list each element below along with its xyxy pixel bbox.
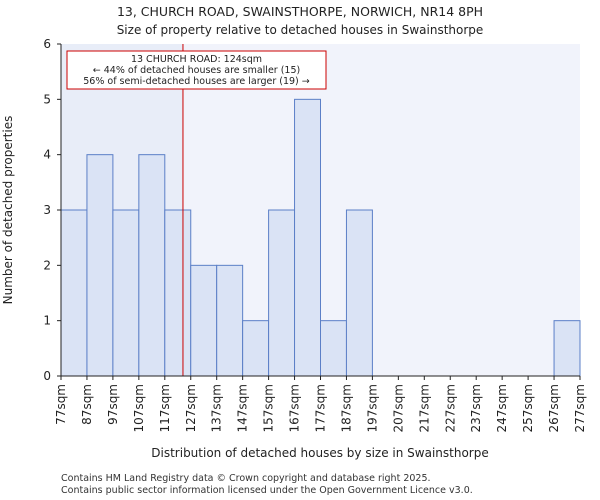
bar-97sqm	[112, 209, 140, 377]
x-tick-label: 187sqm	[339, 384, 353, 432]
x-tick-label: 177sqm	[314, 384, 328, 432]
y-tick-label: 1	[43, 314, 51, 328]
x-tick-label: 87sqm	[80, 384, 94, 425]
bar-157sqm	[268, 209, 296, 377]
footer-line-2: Contains public sector information licen…	[61, 485, 473, 496]
y-tick-label: 3	[43, 203, 51, 217]
bar-87sqm	[86, 154, 114, 377]
y-tick-label: 2	[43, 258, 51, 272]
y-axis-label: Number of detached properties	[1, 116, 15, 305]
x-tick-label: 237sqm	[469, 384, 483, 432]
y-tick-label: 5	[43, 92, 51, 106]
bars-group	[60, 98, 581, 377]
x-ticks-group: 77sqm 87sqm 97sqm 107sqm 117sqm 127sqm 137sqm 1…	[54, 376, 587, 432]
y-ticks-group: 0 1 2 3 4 5 6	[43, 37, 61, 383]
y-tick-label: 0	[43, 369, 51, 383]
marker-annotation: 13 CHURCH ROAD: 124sqm ← 44% of detached…	[66, 50, 327, 90]
annotation-box	[66, 50, 327, 90]
chart-subtitle: Size of property relative to detached ho…	[117, 23, 484, 37]
x-tick-label: 247sqm	[495, 384, 509, 432]
y-tick-label: 4	[43, 148, 51, 162]
bar-167sqm	[294, 98, 321, 377]
bar-177sqm	[320, 320, 347, 377]
x-tick-label: 197sqm	[365, 384, 379, 432]
annotation-line-2: ← 44% of detached houses are smaller (15…	[93, 65, 300, 76]
x-tick-label: 227sqm	[443, 384, 457, 432]
x-axis-label: Distribution of detached houses by size …	[151, 446, 488, 460]
x-tick-label: 267sqm	[547, 384, 561, 432]
x-tick-label: 167sqm	[288, 384, 302, 432]
x-tick-label: 147sqm	[236, 384, 250, 432]
bar-187sqm	[345, 209, 373, 377]
x-tick-label: 207sqm	[391, 384, 405, 432]
bar-147sqm	[242, 320, 270, 377]
x-tick-label: 127sqm	[184, 384, 198, 432]
x-tick-label: 217sqm	[417, 384, 431, 432]
bar-117sqm	[164, 209, 192, 377]
footer-line-1: Contains HM Land Registry data © Crown c…	[61, 473, 431, 484]
bar-127sqm	[190, 264, 218, 377]
annotation-line-3: 56% of semi-detached houses are larger (…	[83, 76, 310, 87]
x-tick-label: 97sqm	[106, 384, 120, 425]
x-tick-label: 107sqm	[132, 384, 146, 432]
x-tick-label: 277sqm	[573, 384, 587, 432]
chart-title: 13, CHURCH ROAD, SWAINSTHORPE, NORWICH, …	[117, 4, 483, 19]
bar-77sqm	[60, 209, 88, 377]
x-tick-label: 77sqm	[54, 384, 68, 425]
x-tick-label: 257sqm	[521, 384, 535, 432]
x-tick-label: 137sqm	[210, 384, 224, 432]
y-tick-label: 6	[43, 37, 51, 51]
bar-107sqm	[138, 154, 166, 377]
annotation-line-1: 13 CHURCH ROAD: 124sqm	[131, 54, 262, 65]
bar-137sqm	[216, 264, 244, 377]
x-tick-label: 117sqm	[158, 384, 172, 432]
bar-267sqm	[553, 320, 581, 377]
x-tick-label: 157sqm	[262, 384, 276, 432]
